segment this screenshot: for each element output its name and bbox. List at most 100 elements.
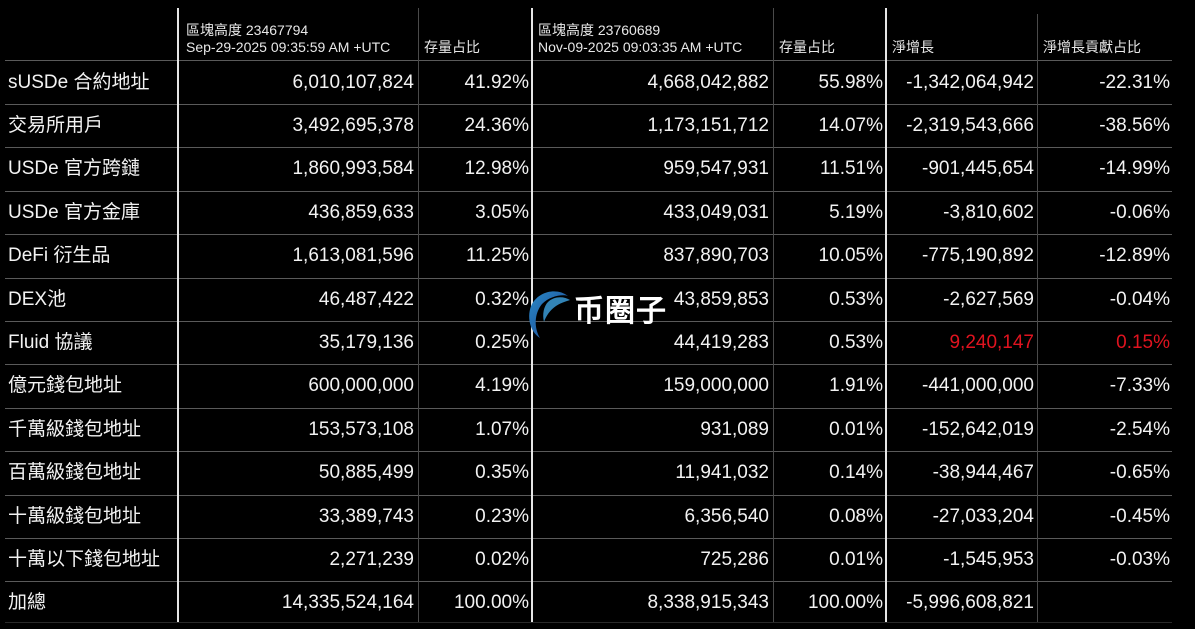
row-divider [5, 581, 1172, 583]
amount-nov-09: 159,000,000 [663, 375, 769, 397]
row-label: USDe 官方跨鏈 [8, 158, 140, 180]
amount-nov-09: 6,356,540 [684, 505, 769, 527]
row-divider [5, 451, 1172, 453]
net-growth: -2,319,543,666 [906, 114, 1034, 136]
share-nov-09: 0.53% [829, 331, 883, 353]
net-growth: -3,810,602 [943, 201, 1034, 223]
row-label: 十萬以下錢包地址 [8, 548, 161, 570]
share-sep-29: 1.07% [475, 418, 529, 440]
amount-sep-29: 14,335,524,164 [281, 592, 414, 614]
row-divider [5, 537, 1172, 539]
growth-contribution-share: 0.15% [1116, 331, 1170, 353]
table-row: 十萬級錢包地址 33,389,743 0.23% 6,356,540 0.08% -27,… [0, 495, 1195, 538]
share-nov-09: 11.51% [819, 158, 883, 180]
growth-contribution-share: -22.31% [1099, 71, 1170, 93]
growth-contribution-share: -0.45% [1109, 505, 1170, 527]
amount-sep-29: 35,179,136 [318, 331, 414, 353]
amount-sep-29: 2,271,239 [329, 548, 414, 570]
growth-contribution-share: -0.06% [1109, 201, 1170, 223]
share-nov-09: 0.14% [829, 462, 883, 484]
row-divider [5, 147, 1172, 149]
share-nov-09: 0.01% [829, 548, 883, 570]
row-label: 百萬級錢包地址 [8, 462, 142, 484]
row-divider [5, 364, 1172, 366]
growth-contribution-share [1038, 581, 1170, 624]
amount-nov-09: 11,941,032 [675, 462, 769, 484]
share-sep-29: 0.25% [475, 331, 529, 353]
share-nov-09: 0.08% [829, 505, 883, 527]
header-timestamp-1: Sep-29-2025 09:35:59 AM +UTC [186, 39, 391, 55]
row-divider [5, 494, 1172, 496]
divider-after-net-growth [1037, 14, 1038, 622]
amount-sep-29: 1,860,993,584 [292, 158, 414, 180]
row-label: Fluid 協議 [8, 331, 93, 353]
amount-sep-29: 436,859,633 [308, 201, 414, 223]
amount-nov-09: 44,419,283 [673, 331, 769, 353]
share-sep-29: 0.35% [475, 462, 529, 484]
growth-contribution-share: -12.89% [1099, 245, 1170, 267]
divider-after-label [177, 8, 179, 622]
row-label: DeFi 衍生品 [8, 245, 111, 267]
row-divider [5, 190, 1172, 192]
growth-contribution-share: -14.99% [1099, 158, 1170, 180]
table-row: DeFi 衍生品 1,613,081,596 11.25% 837,890,703 10… [0, 234, 1195, 277]
header-col-growth-share: 淨增長貢獻占比 [1037, 0, 1172, 60]
table-row: Fluid 協議 35,179,136 0.25% 44,419,283 0.53% 9,… [0, 321, 1195, 364]
growth-contribution-share: -0.04% [1109, 288, 1170, 310]
net-growth: -2,627,569 [943, 288, 1034, 310]
net-growth: -441,000,000 [922, 375, 1034, 397]
table-row: 千萬級錢包地址 153,573,108 1.07% 931,089 0.01% -152,… [0, 408, 1195, 451]
growth-contribution-share: -38.56% [1099, 114, 1170, 136]
header-block-height-1: 區塊高度 23467794 [186, 22, 309, 38]
row-divider [5, 407, 1172, 409]
net-growth: -775,190,892 [922, 245, 1034, 267]
amount-sep-29: 153,573,108 [308, 418, 414, 440]
row-divider [5, 234, 1172, 236]
table-row: USDe 官方金庫 436,859,633 3.05% 433,049,031 5.19… [0, 191, 1195, 234]
row-label: 交易所用戶 [8, 114, 104, 136]
divider-after-value-1 [418, 8, 419, 622]
header-col-share-2: 存量占比 [773, 0, 886, 60]
divider-after-share-1 [531, 8, 533, 622]
amount-sep-29: 6,010,107,824 [292, 71, 414, 93]
divider-after-share-2 [885, 8, 887, 622]
amount-nov-09: 931,089 [700, 418, 769, 440]
amount-nov-09: 1,173,151,712 [647, 114, 769, 136]
net-growth: -27,033,204 [932, 505, 1034, 527]
share-sep-29: 4.19% [475, 375, 529, 397]
growth-contribution-share: -0.65% [1109, 462, 1170, 484]
growth-contribution-share: -7.33% [1109, 375, 1170, 397]
table-row: 百萬級錢包地址 50,885,499 0.35% 11,941,032 0.14% -38… [0, 451, 1195, 494]
header-net-growth-label: 淨增長 [892, 39, 934, 55]
row-label: USDe 官方金庫 [8, 201, 140, 223]
row-label: 億元錢包地址 [8, 375, 123, 397]
amount-nov-09: 433,049,031 [663, 201, 769, 223]
header-growth-share-label: 淨增長貢獻占比 [1043, 39, 1141, 55]
table-row: sUSDe 合約地址 6,010,107,824 41.92% 4,668,042,8… [0, 61, 1195, 104]
amount-sep-29: 600,000,000 [308, 375, 414, 397]
net-growth: -38,944,467 [932, 462, 1034, 484]
row-label: 千萬級錢包地址 [8, 418, 142, 440]
amount-nov-09: 837,890,703 [663, 245, 769, 267]
share-sep-29: 3.05% [475, 201, 529, 223]
growth-contribution-share: -0.03% [1109, 548, 1170, 570]
row-label: 十萬級錢包地址 [8, 505, 142, 527]
header-col-share-1: 存量占比 [418, 0, 532, 60]
amount-nov-09: 8,338,915,343 [647, 592, 769, 614]
share-sep-29: 0.02% [475, 548, 529, 570]
row-divider [5, 277, 1172, 279]
net-growth: -901,445,654 [922, 158, 1034, 180]
header-col-block-2: 區塊高度 23760689 Nov-09-2025 09:03:35 AM +U… [532, 0, 773, 60]
amount-sep-29: 46,487,422 [318, 288, 414, 310]
share-nov-09: 0.01% [829, 418, 883, 440]
table-row-total: 加總 14,335,524,164 100.00% 8,338,915,343 100.… [0, 581, 1195, 624]
amount-sep-29: 33,389,743 [318, 505, 414, 527]
share-sep-29: 100.00% [453, 592, 529, 614]
share-nov-09: 1.91% [829, 375, 883, 397]
share-sep-29: 0.23% [475, 505, 529, 527]
row-label: sUSDe 合約地址 [8, 71, 150, 93]
header-share-label-2: 存量占比 [779, 39, 835, 55]
net-growth: 9,240,147 [949, 331, 1034, 353]
share-nov-09: 100.00% [807, 592, 883, 614]
table-row: USDe 官方跨鏈 1,860,993,584 12.98% 959,547,931 1… [0, 147, 1195, 190]
